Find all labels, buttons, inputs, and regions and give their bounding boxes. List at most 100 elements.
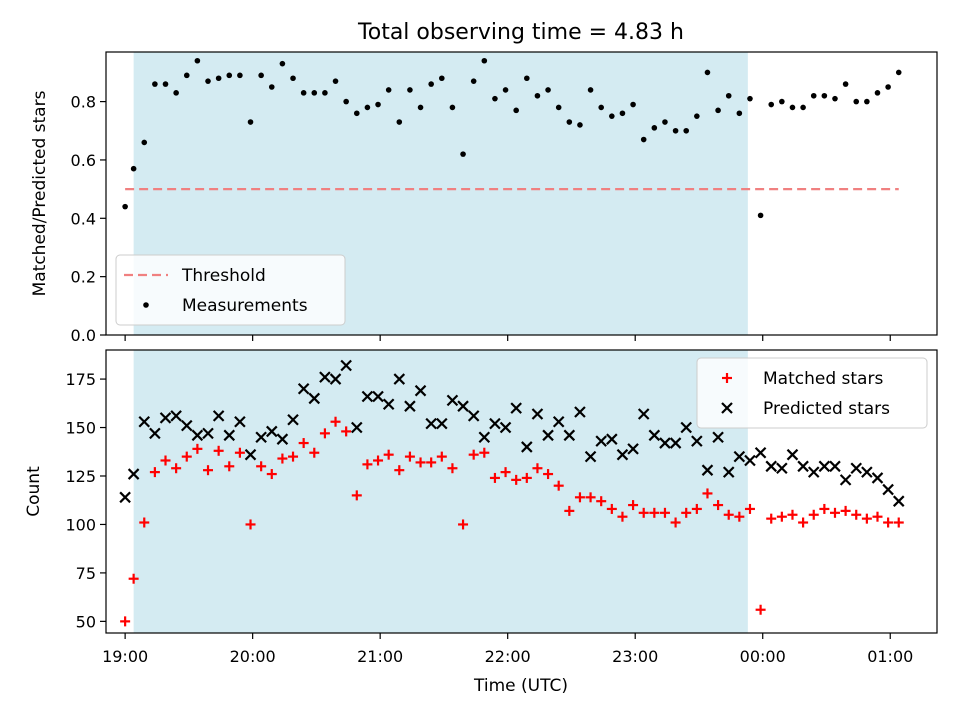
data-point — [798, 517, 809, 528]
data-point — [574, 492, 585, 503]
data-point — [141, 139, 148, 146]
data-point — [662, 119, 668, 125]
plot-frame — [105, 51, 938, 336]
data-point — [842, 81, 849, 87]
data-point-d2 — [202, 427, 214, 440]
data-point — [425, 417, 437, 430]
data-point — [173, 90, 179, 96]
data-point — [489, 417, 501, 430]
data-point — [564, 505, 575, 516]
data-point — [807, 466, 820, 478]
data-point — [436, 451, 447, 462]
data-point — [122, 203, 128, 210]
data-point — [715, 107, 721, 114]
data-point — [130, 165, 137, 172]
data-point-d2 — [648, 429, 661, 442]
data-point — [202, 427, 214, 440]
data-point — [265, 425, 278, 438]
data-point — [224, 461, 235, 472]
data-point — [587, 87, 594, 93]
data-point — [874, 90, 881, 96]
data-point — [683, 127, 690, 134]
data-point — [276, 433, 289, 445]
data-point — [808, 509, 819, 520]
data-point — [266, 469, 277, 480]
data-point — [128, 573, 139, 584]
data-point — [298, 438, 309, 449]
data-point — [853, 98, 860, 105]
data-point-d2 — [765, 460, 778, 473]
data-point-d2 — [776, 462, 788, 475]
data-point — [256, 461, 267, 472]
x-tick-label: 21:00 — [357, 647, 403, 666]
data-point — [319, 371, 331, 383]
data-point-d2 — [722, 466, 735, 478]
data-point — [574, 406, 586, 418]
data-point — [640, 136, 647, 143]
data-point-d2 — [744, 454, 756, 467]
y-tick-label: 75 — [76, 564, 96, 583]
data-point-d2 — [170, 410, 182, 422]
data-point-d2 — [499, 421, 512, 434]
data-point — [467, 410, 480, 422]
data-point — [616, 448, 629, 461]
data-point — [361, 390, 374, 403]
data-point — [577, 122, 583, 128]
data-point — [893, 517, 904, 528]
data-point — [340, 359, 352, 372]
data-point-d2 — [414, 384, 427, 397]
data-point — [787, 509, 798, 520]
data-point-d2 — [882, 483, 894, 496]
data-point — [458, 519, 469, 530]
y-tick-label: 0.6 — [71, 151, 96, 170]
data-point — [404, 451, 415, 462]
data-point — [630, 101, 636, 108]
data-point — [606, 433, 618, 445]
data-point — [595, 435, 607, 447]
x-tick-label: 22:00 — [485, 647, 531, 666]
data-point-d2 — [807, 466, 820, 478]
data-point — [120, 616, 131, 627]
series-plus-points — [120, 416, 904, 627]
data-point — [702, 488, 713, 499]
data-point — [330, 416, 341, 427]
data-point-d2 — [584, 450, 597, 463]
data-point — [362, 459, 373, 470]
data-point-d2 — [329, 373, 342, 385]
data-point — [545, 87, 551, 93]
data-point — [553, 480, 564, 491]
data-point — [426, 457, 437, 468]
y-tick-label: 150 — [65, 419, 96, 438]
legend-marker — [143, 302, 149, 308]
data-point — [170, 410, 182, 422]
data-point — [159, 412, 172, 424]
data-point — [861, 466, 873, 478]
data-point-d2 — [871, 472, 884, 484]
data-point — [744, 503, 755, 514]
data-point-d2 — [574, 406, 586, 418]
data-point — [872, 511, 883, 522]
data-point — [288, 451, 299, 462]
data-point — [139, 517, 150, 528]
data-point — [829, 460, 841, 473]
data-point — [162, 81, 169, 87]
y-tick-label: 125 — [65, 467, 96, 486]
data-point — [563, 429, 576, 442]
data-point — [628, 500, 639, 511]
data-point — [171, 463, 182, 474]
data-point-d2 — [425, 417, 437, 430]
data-point — [851, 509, 862, 520]
data-point — [470, 78, 477, 84]
data-point-d2 — [255, 431, 267, 444]
data-point — [322, 90, 328, 96]
data-point — [383, 449, 394, 460]
x-tick-label: 01:00 — [867, 647, 913, 666]
data-point — [457, 400, 469, 412]
data-point-d2 — [372, 390, 384, 403]
data-point — [287, 414, 299, 426]
data-point — [407, 87, 413, 93]
data-point — [353, 110, 360, 117]
data-point — [152, 81, 158, 87]
data-point — [892, 495, 905, 507]
